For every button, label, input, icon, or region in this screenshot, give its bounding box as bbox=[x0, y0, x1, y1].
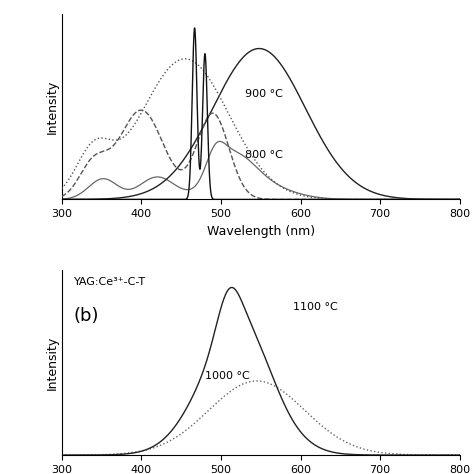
Text: 800 °C: 800 °C bbox=[245, 150, 283, 160]
Text: YAG:Ce³⁺-C-T: YAG:Ce³⁺-C-T bbox=[73, 277, 146, 287]
Text: 1100 °C: 1100 °C bbox=[292, 302, 337, 312]
Text: (b): (b) bbox=[73, 307, 99, 325]
Y-axis label: Intensity: Intensity bbox=[46, 335, 59, 390]
Y-axis label: Intensity: Intensity bbox=[46, 80, 59, 134]
X-axis label: Wavelength (nm): Wavelength (nm) bbox=[207, 225, 315, 238]
Text: 900 °C: 900 °C bbox=[245, 89, 283, 99]
Text: 1000 °C: 1000 °C bbox=[205, 371, 250, 381]
